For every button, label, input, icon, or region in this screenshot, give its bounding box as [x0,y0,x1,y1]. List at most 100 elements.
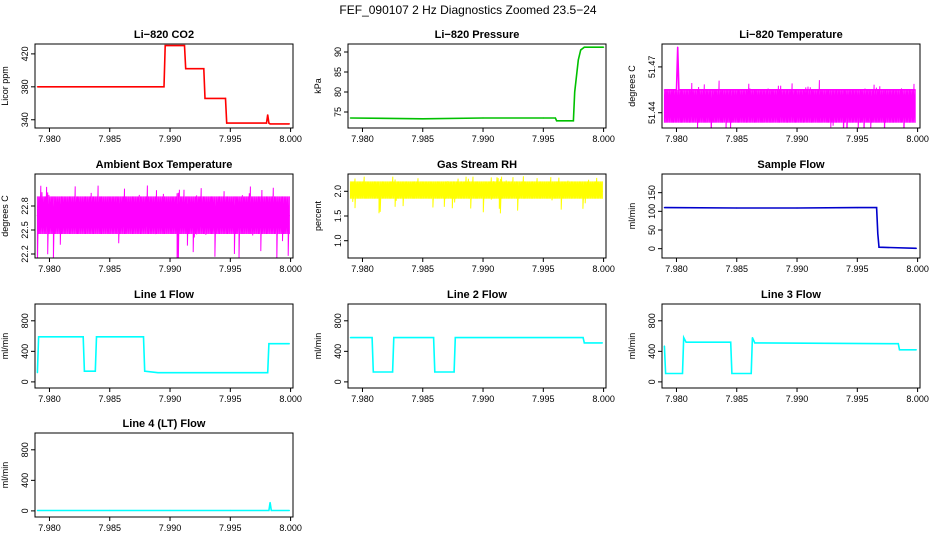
data-point [163,86,165,88]
x-tick-label: 8.000 [279,264,302,274]
y-tick-label: 51.44 [647,101,657,124]
x-tick-label: 7.995 [846,394,869,404]
data-point [109,509,111,512]
y-axis-label: degrees C [627,65,637,107]
x-tick-label: 8.000 [279,134,302,144]
y-tick-label: 75 [333,107,343,117]
x-tick-label: 7.985 [98,264,121,274]
data-point [288,123,290,125]
data-point [36,372,39,374]
panel-8: Line 2 Flow 7.980 7.985 7.990 7.995 8.000 0 400… [313,289,615,404]
series-line [36,335,290,374]
y-tick-label: 51.47 [647,56,657,79]
data-point [542,117,544,119]
data-point [681,372,684,375]
panel-1: Li−820 CO2 7.980 7.985 7.990 7.995 8.000 340 38… [0,29,302,144]
y-tick-label: 0 [20,508,30,513]
figure-title: FEF_090107 2 Hz Diagnostics Zoomed 23.5−… [339,3,596,17]
data-point [224,97,227,99]
y-tick-label: 0 [20,379,30,384]
x-tick-label: 7.980 [665,264,688,274]
x-tick-label: 7.985 [411,394,434,404]
y-axis-label: percent [313,200,323,231]
plot-frame [34,432,294,518]
data-point [82,336,84,338]
panel-title: Sample Flow [757,159,825,171]
data-point [856,89,858,91]
x-tick-label: 7.985 [725,264,748,274]
data-point [270,509,272,512]
series-line [664,47,916,91]
data-point [372,371,374,373]
x-tick-label: 7.990 [472,264,495,274]
y-axis-label: degrees C [0,195,10,237]
data-point [268,122,270,124]
data-point [434,371,436,373]
data-point [269,501,271,504]
x-tick-label: 8.000 [279,523,302,533]
series-group [663,46,916,128]
data-point [422,190,424,192]
data-point [482,190,484,192]
y-tick-label: 400 [20,344,30,359]
x-tick-label: 7.990 [159,523,182,533]
data-point [392,371,394,373]
y-tick-label: 400 [20,473,30,488]
x-tick-label: 7.990 [786,134,809,144]
y-tick-label: 800 [333,313,343,328]
y-tick-label: 150 [647,185,657,200]
data-point [349,337,351,339]
data-point [204,97,206,99]
panel-grid: Li−820 CO2 7.980 7.985 7.990 7.995 8.000 340 38… [0,29,929,533]
data-point [83,370,85,372]
y-tick-label: 0 [647,379,657,384]
data-point [229,509,231,512]
x-tick-label: 7.990 [159,264,182,274]
data-point [583,342,585,344]
x-tick-label: 7.985 [725,394,748,404]
x-tick-label: 8.000 [592,394,615,404]
panel-title: Ambient Box Temperature [96,159,233,171]
x-tick-label: 7.980 [351,394,374,404]
y-axis-label: ml/min [627,333,637,360]
panel-title: Gas Stream RH [437,159,517,171]
y-tick-label: 22.5 [20,221,30,239]
panel-4: Ambient Box Temperature 7.980 7.985 7.990 7.… [0,159,302,274]
x-tick-label: 7.995 [846,134,869,144]
series-group [36,185,290,258]
y-tick-label: 0 [333,379,343,384]
data-point [731,372,733,375]
x-tick-label: 7.995 [219,523,242,533]
data-point [229,215,231,217]
x-tick-label: 7.980 [38,523,61,533]
data-point [38,336,40,338]
x-tick-label: 7.980 [38,264,61,274]
data-point [678,89,680,91]
data-point [580,49,582,51]
x-tick-label: 7.990 [786,394,809,404]
x-tick-label: 7.995 [219,394,242,404]
x-tick-label: 8.000 [906,134,929,144]
data-point [226,122,228,124]
x-tick-label: 7.995 [532,394,555,404]
x-tick-label: 7.980 [38,394,61,404]
y-axis-label: ml/min [0,333,10,360]
data-point [915,247,918,249]
x-tick-label: 7.985 [411,264,434,274]
y-tick-label: 800 [647,313,657,328]
data-point [603,46,605,48]
data-point [554,117,557,119]
series-band [663,80,916,128]
y-tick-label: 380 [20,79,30,94]
data-point [754,342,756,344]
data-point [577,59,579,61]
plot-frame [661,173,921,259]
data-point [736,207,738,209]
panel-title: Li−820 Temperature [739,29,842,41]
x-tick-label: 7.990 [786,264,809,274]
x-tick-label: 7.985 [725,134,748,144]
series-group [349,176,604,214]
y-tick-label: 800 [20,313,30,328]
y-tick-label: 1.5 [333,210,343,223]
data-point [269,123,271,125]
